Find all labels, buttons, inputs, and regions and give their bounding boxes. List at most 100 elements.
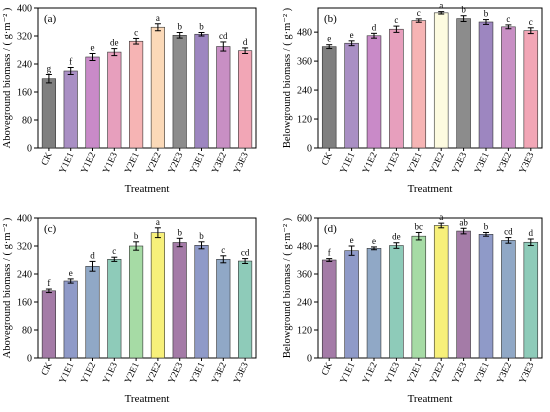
x-tick-label: Y1E3 xyxy=(384,361,403,386)
x-tick-label: CK xyxy=(320,151,335,167)
bar xyxy=(194,33,209,149)
significance-letter: de xyxy=(110,38,119,48)
bar xyxy=(216,258,231,359)
y-tick-label: 160 xyxy=(17,298,32,309)
significance-letter: e xyxy=(350,235,354,245)
x-tick-label: Y1E1 xyxy=(58,361,77,386)
panel-label: (d) xyxy=(324,223,337,235)
bar xyxy=(107,51,122,149)
bar xyxy=(523,30,539,149)
bar xyxy=(238,260,253,359)
x-tick-label: Y3E2 xyxy=(496,361,515,386)
bar xyxy=(107,258,122,359)
x-tick-label: Y1E2 xyxy=(80,361,99,386)
bar xyxy=(41,290,56,359)
significance-letter: de xyxy=(392,232,401,242)
plot-frame xyxy=(317,7,543,149)
x-tick-label: Y2E2 xyxy=(428,361,447,386)
chart-panel-4: 0 120 240 360 480 600 f CK e Y1E1 e Y1E2 de Y1E3 bc Y2E… xyxy=(282,212,543,405)
significance-letter: c xyxy=(221,245,225,255)
bar xyxy=(389,245,404,359)
x-tick-label: Y3E1 xyxy=(189,361,208,386)
bar xyxy=(433,225,449,359)
x-tick-label: Y2E1 xyxy=(406,361,425,386)
bar xyxy=(150,26,165,149)
plot-frame xyxy=(37,217,257,359)
x-tick-label: Y3E2 xyxy=(211,361,230,386)
bar xyxy=(321,46,337,149)
x-tick-label: Y1E2 xyxy=(361,151,380,176)
x-tick-label: Y3E2 xyxy=(496,151,515,176)
x-tick-label: Y1E3 xyxy=(384,151,403,176)
significance-letter: b xyxy=(484,221,489,231)
x-tick-label: CK xyxy=(40,151,55,167)
bar xyxy=(321,259,337,359)
x-tick-label: Y1E1 xyxy=(339,361,358,386)
bar xyxy=(389,28,404,149)
y-tick-label: 320 xyxy=(17,32,32,43)
x-tick-label: Y3E2 xyxy=(211,151,230,176)
bar xyxy=(172,242,187,359)
significance-letter: c xyxy=(394,15,398,25)
significance-letter: b xyxy=(461,5,466,15)
bar xyxy=(41,78,56,149)
y-tick-label: 480 xyxy=(297,28,312,39)
bar xyxy=(433,12,449,149)
y-tick-label: 360 xyxy=(297,270,312,281)
significance-letter: e xyxy=(91,43,95,53)
y-tick-label: 80 xyxy=(22,326,32,337)
bar xyxy=(456,230,471,359)
y-tick-label: 320 xyxy=(17,242,32,253)
bar xyxy=(366,35,382,149)
x-tick-label: Y1E3 xyxy=(102,151,121,176)
x-axis-label: Treatment xyxy=(125,393,170,405)
x-tick-label: Y3E3 xyxy=(232,151,251,176)
x-axis-label: Treatment xyxy=(408,393,453,405)
significance-letter: d xyxy=(243,37,248,47)
x-tick-label: Y2E3 xyxy=(167,361,186,386)
y-tick-label: 240 xyxy=(17,60,32,71)
x-tick-label: Y2E1 xyxy=(406,151,425,176)
x-tick-label: Y2E2 xyxy=(428,151,447,176)
significance-letter: c xyxy=(417,8,421,18)
y-axis-label: Belowground biomass / ( g·m⁻² ) xyxy=(282,217,293,358)
significance-letter: cd xyxy=(219,31,228,41)
significance-letter: a xyxy=(156,217,160,227)
x-tick-label: Y2E3 xyxy=(451,151,470,176)
bar xyxy=(194,245,209,359)
plot-frame xyxy=(317,217,543,359)
significance-letter: d xyxy=(90,250,95,260)
y-tick-label: 160 xyxy=(17,88,32,99)
significance-letter: e xyxy=(372,236,376,246)
plot-frame xyxy=(37,7,257,149)
x-tick-label: Y1E2 xyxy=(80,151,99,176)
y-tick-label: 360 xyxy=(297,57,312,68)
significance-letter: cd xyxy=(241,248,250,258)
significance-letter: e xyxy=(69,268,73,278)
bar xyxy=(501,240,516,359)
chart-panel-2: 0 120 240 360 480 e CK e Y1E1 d Y1E2 c Y1E3 c Y2E1 a Y2E… xyxy=(282,1,543,195)
significance-letter: f xyxy=(47,278,50,288)
y-axis-label: Aboveground biomass / ( g·m⁻² ) xyxy=(2,7,13,148)
significance-letter: g xyxy=(47,64,52,74)
bar xyxy=(478,234,494,359)
bar xyxy=(63,70,78,149)
x-tick-label: Y3E1 xyxy=(473,151,492,176)
x-axis-label: Treatment xyxy=(125,183,170,195)
bar xyxy=(63,280,78,359)
panel-label: (a) xyxy=(44,13,57,25)
y-tick-label: 240 xyxy=(297,86,312,97)
x-tick-label: CK xyxy=(320,361,335,377)
x-tick-label: Y3E1 xyxy=(189,151,208,176)
significance-letter: e xyxy=(327,34,331,44)
x-tick-label: Y1E1 xyxy=(58,151,77,176)
bar xyxy=(411,235,427,359)
y-tick-label: 0 xyxy=(307,354,312,365)
significance-letter: c xyxy=(506,14,510,24)
significance-letter: cd xyxy=(504,227,513,237)
significance-letter: e xyxy=(350,30,354,40)
y-tick-label: 120 xyxy=(297,326,312,337)
y-axis-label: Aboveground biomass / ( g·m⁻² ) xyxy=(2,217,13,358)
bar xyxy=(85,56,100,149)
